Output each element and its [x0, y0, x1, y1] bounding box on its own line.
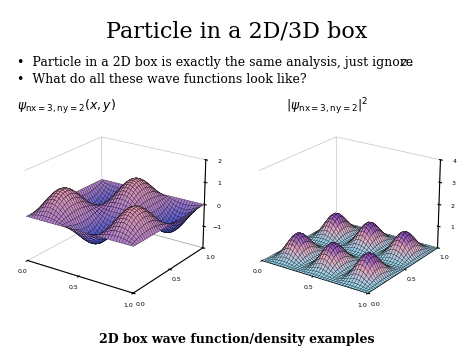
Text: •  What do all these wave functions look like?: • What do all these wave functions look …	[17, 73, 306, 86]
Text: z: z	[401, 56, 407, 69]
Text: $|\psi_{\mathrm{nx=3,ny=2}}|^2$: $|\psi_{\mathrm{nx=3,ny=2}}|^2$	[286, 96, 368, 117]
Text: •  Particle in a 2D box is exactly the same analysis, just ignore: • Particle in a 2D box is exactly the sa…	[17, 56, 417, 69]
Text: Particle in a 2D/3D box: Particle in a 2D/3D box	[106, 21, 368, 43]
Text: 2D box wave function/density examples: 2D box wave function/density examples	[99, 333, 375, 345]
Text: $\psi_{\mathrm{nx=3,ny=2}}(x,y)$: $\psi_{\mathrm{nx=3,ny=2}}(x,y)$	[17, 98, 116, 115]
Text: .: .	[409, 56, 412, 69]
